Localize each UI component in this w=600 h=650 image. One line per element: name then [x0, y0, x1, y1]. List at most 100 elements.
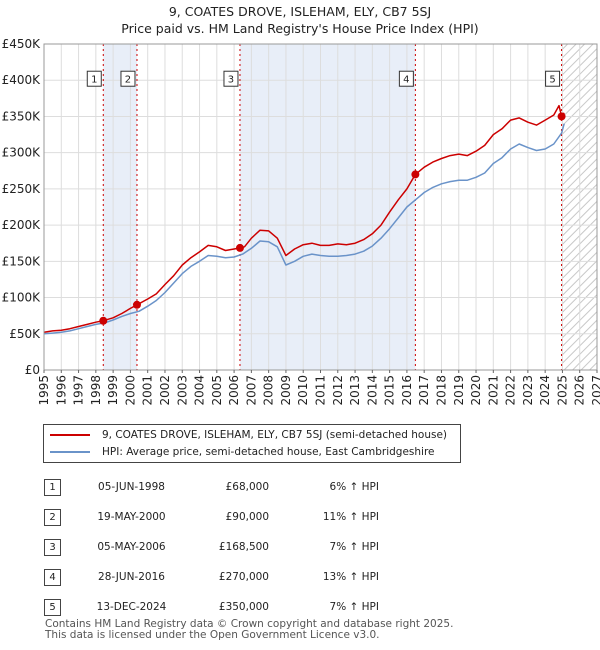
x-tick-label: 2020 [469, 375, 483, 406]
sale-marker [411, 170, 420, 179]
x-tick-label: 2016 [400, 375, 414, 406]
sale-number-box: 1 [44, 478, 61, 496]
sale-marker [132, 300, 141, 309]
shaded-period [103, 44, 137, 370]
sale-hpi-change: 11% ↑ HPI [322, 511, 379, 523]
x-tick-label: 2010 [296, 375, 310, 406]
y-tick-label: £0 [25, 363, 40, 377]
sale-hpi-change: 13% ↑ HPI [322, 571, 379, 583]
x-tick-label: 1999 [106, 375, 120, 406]
y-tick-label: £100K [2, 291, 42, 305]
x-tick-label: 2009 [279, 375, 293, 406]
sale-label-box [545, 70, 561, 87]
footer-licence: This data is licensed under the Open Gov… [45, 629, 380, 641]
legend-label-property: 9, COATES DROVE, ISLEHAM, ELY, CB7 5SJ (… [102, 429, 447, 441]
x-tick-label: 2001 [141, 375, 155, 406]
x-tick-label: 2027 [590, 375, 600, 406]
x-tick-label: 2012 [331, 375, 345, 406]
x-tick-label: 2005 [210, 375, 224, 406]
sale-marker [235, 243, 244, 252]
x-tick-label: 2003 [175, 375, 189, 406]
x-tick-label: 1996 [54, 375, 68, 406]
x-tick-label: 2024 [538, 375, 552, 406]
x-tick-label: 2022 [504, 375, 518, 406]
price-chart: 1 2 3 4 5 £0 £50K £100K £150K £200K £250K £300K £35… [2, 37, 600, 406]
table-row: 5 13-DEC-2024 £350,000 7% ↑ HPI [44, 592, 379, 622]
x-tick-label: 2007 [244, 375, 258, 406]
sale-date: 05-JUN-1998 [98, 481, 165, 493]
y-tick-label: £50K [9, 327, 41, 341]
sale-label-box [120, 70, 136, 87]
sale-date: 19-MAY-2000 [97, 511, 166, 523]
sale-label-box [86, 70, 102, 87]
x-tick-label: 2026 [573, 375, 587, 406]
x-tick-label: 2000 [123, 375, 137, 406]
y-tick-label: £400K [2, 73, 42, 87]
footer-copyright: Contains HM Land Registry data © Crown c… [45, 618, 454, 630]
legend-item-hpi: HPI: Average price, semi-detached house,… [50, 444, 435, 460]
x-tick-label: 2006 [227, 375, 241, 406]
x-tick-label: 2014 [365, 375, 379, 406]
x-tick-label: 2011 [314, 375, 328, 406]
x-tick-label: 2008 [262, 375, 276, 406]
legend-item-property: 9, COATES DROVE, ISLEHAM, ELY, CB7 5SJ (… [50, 427, 447, 443]
sale-number-box: 4 [44, 568, 61, 586]
legend-label-hpi: HPI: Average price, semi-detached house,… [102, 446, 435, 458]
sale-price: £90,000 [225, 511, 269, 523]
sale-hpi-change: 7% ↑ HPI [329, 541, 379, 553]
sale-number-box: 5 [44, 598, 61, 616]
x-tick-label: 2018 [434, 375, 448, 406]
x-tick-label: 2017 [417, 375, 431, 406]
legend-swatch-property [50, 434, 90, 436]
sales-table: 1 05-JUN-1998 £68,000 6% ↑ HPI 2 19-MAY-… [44, 472, 379, 622]
shaded-period [239, 44, 416, 370]
chart-legend: 9, COATES DROVE, ISLEHAM, ELY, CB7 5SJ (… [43, 424, 461, 463]
sale-number-box: 2 [44, 508, 61, 526]
hpi-line [43, 123, 565, 335]
sale-number-box: 3 [44, 538, 61, 556]
x-tick-label: 2019 [452, 375, 466, 406]
sale-hpi-change: 7% ↑ HPI [329, 601, 379, 613]
sale-label: 5 [549, 75, 555, 86]
sale-price: £168,500 [218, 541, 269, 553]
sale-label: 3 [228, 75, 234, 86]
y-tick-label: £150K [2, 254, 42, 268]
sale-label-box [398, 70, 414, 87]
table-row: 2 19-MAY-2000 £90,000 11% ↑ HPI [44, 502, 379, 532]
sale-date: 28-JUN-2016 [98, 571, 165, 583]
chart-subtitle: Price paid vs. HM Land Registry's House … [121, 21, 479, 36]
sale-price: £350,000 [218, 601, 269, 613]
footer-attribution: Contains HM Land Registry data © Crown c… [45, 619, 453, 641]
table-row: 4 28-JUN-2016 £270,000 13% ↑ HPI [44, 562, 379, 592]
x-tick-label: 1997 [72, 375, 86, 406]
y-tick-label: £350K [2, 109, 42, 123]
sale-date: 05-MAY-2006 [97, 541, 166, 553]
sale-label-box [223, 70, 239, 87]
table-row: 3 05-MAY-2006 £168,500 7% ↑ HPI [44, 532, 379, 562]
x-tick-label: 2023 [521, 375, 535, 406]
y-tick-label: £200K [2, 218, 42, 232]
sale-label: 1 [91, 75, 97, 86]
sale-label: 4 [403, 75, 409, 86]
x-tick-label: 1998 [89, 375, 103, 406]
x-tick-label: 2015 [383, 375, 397, 406]
x-tick-label: 2025 [555, 375, 569, 406]
y-tick-label: £250K [2, 182, 42, 196]
sale-label: 2 [125, 75, 131, 86]
chart-title-address: 9, COATES DROVE, ISLEHAM, ELY, CB7 5SJ [168, 4, 432, 19]
x-tick-label: 2002 [158, 375, 172, 406]
legend-swatch-hpi [50, 451, 90, 453]
sale-price: £68,000 [225, 481, 269, 493]
sale-marker [99, 316, 108, 325]
y-tick-label: £300K [2, 146, 42, 160]
sale-hpi-change: 6% ↑ HPI [329, 481, 379, 493]
sale-marker [557, 112, 566, 121]
x-tick-label: 1995 [37, 375, 51, 406]
x-tick-label: 2004 [193, 375, 207, 406]
sale-date: 13-DEC-2024 [96, 601, 167, 613]
x-tick-label: 2013 [348, 375, 362, 406]
table-row: 1 05-JUN-1998 £68,000 6% ↑ HPI [44, 472, 379, 502]
x-tick-label: 2021 [486, 375, 500, 406]
y-tick-label: £450K [2, 37, 42, 51]
sale-price: £270,000 [218, 571, 269, 583]
